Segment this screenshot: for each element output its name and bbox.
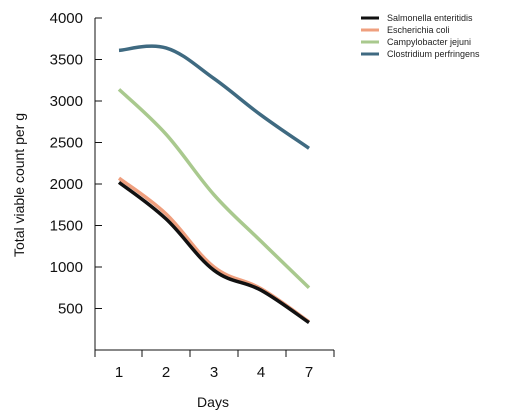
y-axis-title: Total viable count per g xyxy=(11,113,27,257)
y-tick-label: 1000 xyxy=(50,259,83,276)
legend-label: Escherichia coli xyxy=(387,25,450,35)
y-tick-label: 1500 xyxy=(50,218,83,235)
series-lines xyxy=(117,44,311,325)
y-axis: 500 1000 1500 2000 2500 3000 3500 4000 xyxy=(50,10,102,350)
y-tick-label: 2000 xyxy=(50,176,83,193)
y-tick-label: 4000 xyxy=(50,10,83,27)
legend: Salmonella enteritidis Escherichia coli Ca… xyxy=(361,13,480,59)
x-axis: 1 2 3 4 7 xyxy=(94,349,335,381)
series-line-clostridium-perfringens xyxy=(118,44,311,150)
series-line-escherichia-coli xyxy=(117,176,311,324)
x-tick-label: 3 xyxy=(210,364,218,381)
series-line-salmonella-enteritidis xyxy=(117,180,310,325)
y-tick-label: 500 xyxy=(58,301,83,318)
y-tick-label: 3000 xyxy=(50,93,83,110)
series-line-campylobacter-jejuni xyxy=(117,88,311,290)
x-tick-label: 1 xyxy=(115,364,123,381)
legend-label: Campylobacter jejuni xyxy=(387,37,471,47)
y-tick-label: 3500 xyxy=(50,52,83,69)
x-axis-title: Days xyxy=(197,394,229,410)
x-tick-label: 2 xyxy=(162,364,170,381)
y-tick-label: 2500 xyxy=(50,135,83,152)
legend-label: Salmonella enteritidis xyxy=(387,13,473,23)
x-tick-label: 7 xyxy=(305,364,313,381)
x-tick-label: 4 xyxy=(257,364,265,381)
legend-label: Clostridium perfringens xyxy=(387,49,480,59)
